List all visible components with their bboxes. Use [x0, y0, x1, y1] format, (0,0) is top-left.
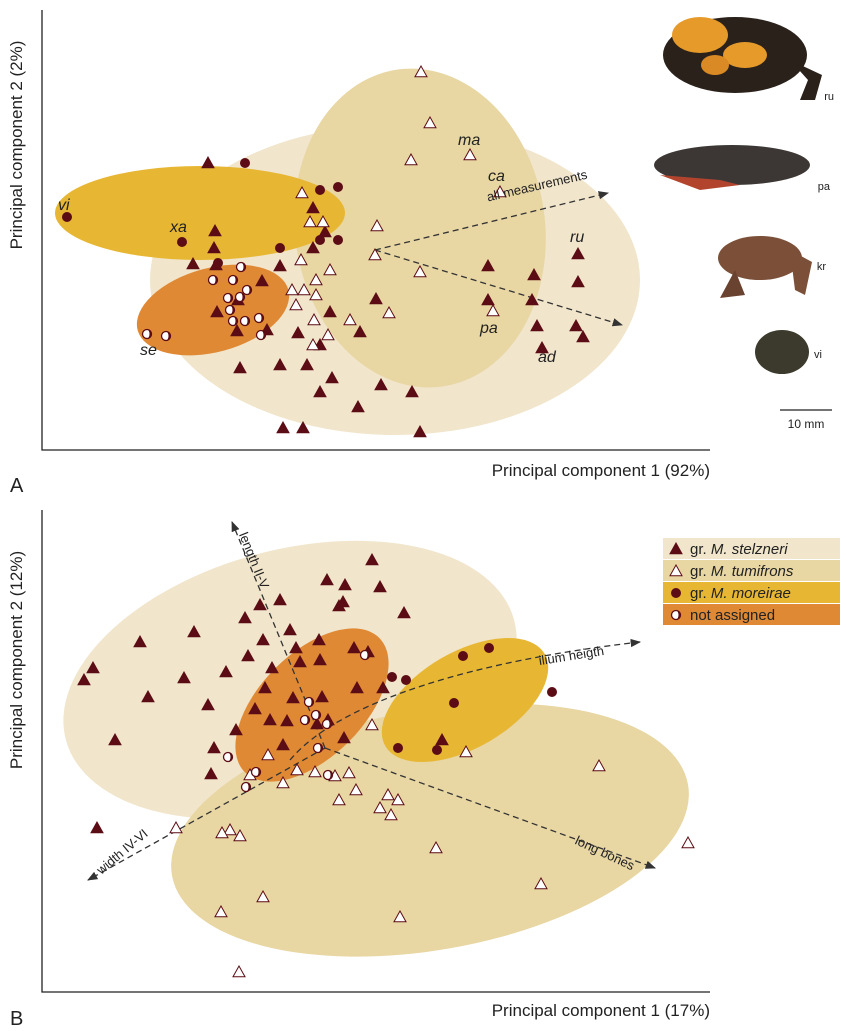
annotation: vi — [58, 197, 70, 214]
point — [333, 182, 343, 192]
point — [255, 314, 264, 323]
photo-kr — [718, 236, 802, 280]
point — [209, 276, 218, 285]
annotation: xa — [169, 219, 187, 236]
annotation: ad — [538, 349, 557, 366]
point — [671, 588, 681, 598]
point — [241, 317, 250, 326]
photo-label: vi — [814, 349, 822, 361]
arrow-label: ilium heigth — [538, 643, 605, 668]
figure: vixasemacarupaadall measurementsAPrincip… — [0, 0, 846, 1031]
x-axis-title: Principal component 1 (17%) — [492, 1001, 710, 1020]
point — [236, 293, 245, 302]
point — [672, 611, 681, 620]
point — [224, 294, 233, 303]
point — [301, 716, 310, 725]
annotation: ma — [458, 132, 480, 149]
point — [162, 332, 171, 341]
annotation: pa — [479, 320, 498, 337]
photo-vi — [755, 330, 809, 374]
point — [202, 157, 214, 168]
legend-label: gr. M. stelzneri — [690, 541, 788, 558]
annotation: ru — [570, 229, 584, 246]
point — [387, 672, 397, 682]
point — [226, 306, 235, 315]
y-axis-title: Principal component 2 (2%) — [7, 41, 26, 250]
legend-label: gr. M. moreirae — [690, 585, 791, 602]
point — [237, 263, 246, 272]
point — [233, 966, 245, 977]
point — [547, 687, 557, 697]
point — [242, 783, 251, 792]
panel-label: B — [10, 1008, 23, 1030]
scale-label: 10 mm — [788, 417, 825, 431]
point — [484, 643, 494, 653]
point — [229, 276, 238, 285]
point — [458, 651, 468, 661]
x-axis-title: Principal component 1 (92%) — [492, 461, 710, 480]
y-axis-title: Principal component 2 (12%) — [7, 551, 26, 769]
point — [275, 243, 285, 253]
point — [224, 753, 233, 762]
point — [240, 158, 250, 168]
point — [312, 711, 321, 720]
point — [324, 771, 333, 780]
point — [229, 317, 238, 326]
point — [333, 235, 343, 245]
point — [314, 744, 323, 753]
point — [252, 768, 261, 777]
point — [401, 675, 411, 685]
point — [361, 651, 370, 660]
point — [305, 698, 314, 707]
point — [91, 822, 103, 833]
point — [277, 422, 289, 433]
group-region — [55, 166, 345, 260]
point — [143, 330, 152, 339]
photos — [654, 17, 832, 410]
arrow-label: width IV-VI — [93, 826, 151, 878]
point — [257, 331, 266, 340]
point — [315, 185, 325, 195]
annotation: se — [140, 342, 157, 359]
point — [213, 258, 223, 268]
legend-label: not assigned — [690, 607, 775, 624]
point — [393, 743, 403, 753]
panel-a: vixasemacarupaadall measurementsAPrincip… — [7, 10, 710, 497]
legend-label: gr. M. tumifrons — [690, 563, 794, 580]
panel-label: A — [10, 475, 24, 497]
point — [243, 286, 252, 295]
annotation: ca — [488, 168, 505, 185]
point — [449, 698, 459, 708]
photo-label: kr — [817, 261, 827, 273]
point — [682, 837, 694, 848]
legend: gr. M. stelzneri gr. M. tumifrons gr. M. m… — [663, 538, 840, 625]
point — [315, 235, 325, 245]
photo-label: pa — [818, 181, 831, 193]
point — [432, 745, 442, 755]
point — [177, 237, 187, 247]
point — [323, 720, 332, 729]
photo-label: ru — [824, 91, 834, 103]
point — [170, 822, 182, 833]
